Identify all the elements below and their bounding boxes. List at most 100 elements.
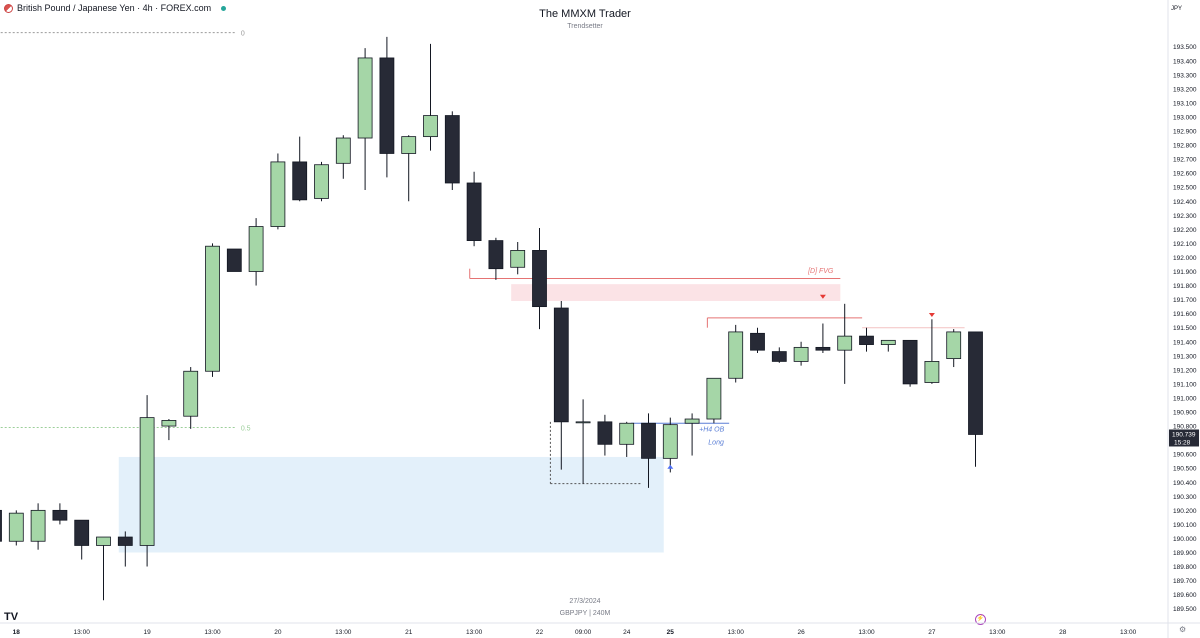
candle[interactable] — [466, 182, 482, 241]
candle[interactable] — [270, 161, 286, 227]
time-tick-label: 26 — [797, 629, 805, 636]
price-tick-label: 190.800 — [1173, 424, 1197, 431]
candle[interactable] — [793, 346, 809, 362]
symbol-header[interactable]: British Pound / Japanese Yen · 4h · FORE… — [4, 3, 227, 13]
candle[interactable] — [8, 512, 24, 542]
time-tick-label: 13:00 — [204, 629, 221, 636]
candle[interactable] — [771, 351, 787, 362]
price-tick-label: 190.300 — [1173, 494, 1197, 501]
candle[interactable] — [815, 346, 831, 351]
price-tick-label: 190.000 — [1173, 536, 1197, 543]
price-tick-label: 189.900 — [1173, 550, 1197, 557]
price-tick-label: 192.200 — [1173, 227, 1197, 234]
time-tick-label: 13:00 — [989, 629, 1006, 636]
demand-zone — [118, 456, 664, 553]
price-tick-label: 191.500 — [1173, 325, 1197, 332]
price-tick-label: 193.200 — [1173, 86, 1197, 93]
price-tick-label: 193.300 — [1173, 72, 1197, 79]
time-tick-label: 13:00 — [1120, 629, 1137, 636]
live-dot-icon — [221, 5, 227, 11]
candle[interactable] — [292, 161, 308, 201]
time-tick-label: 13:00 — [728, 629, 745, 636]
price-tick-label: 192.800 — [1173, 143, 1197, 150]
candle[interactable] — [488, 240, 504, 270]
alert-icon[interactable]: ⚡ — [975, 614, 986, 625]
price-tick-label: 192.600 — [1173, 171, 1197, 178]
candle[interactable] — [684, 418, 700, 424]
tradingview-logo[interactable]: TV — [4, 611, 19, 623]
last-price-countdown: 15:28 — [1174, 439, 1191, 446]
candle[interactable] — [314, 164, 329, 199]
candle[interactable] — [139, 417, 155, 546]
time-tick-label: 20 — [274, 629, 282, 636]
candle[interactable] — [619, 422, 635, 445]
candle[interactable] — [444, 115, 460, 184]
long-label: Long — [708, 439, 724, 446]
time-tick-label: 13:00 — [858, 629, 875, 636]
symbol-title[interactable]: British Pound / Japanese Yen · 4h · FORE… — [17, 3, 212, 13]
price-tick-label: 191.600 — [1173, 311, 1197, 318]
time-tick-label: 09:00 — [575, 629, 592, 636]
price-tick-label: 189.700 — [1173, 578, 1197, 585]
candle[interactable] — [423, 115, 438, 138]
gear-icon[interactable]: ⚙ — [1179, 625, 1187, 634]
price-tick-label: 191.800 — [1173, 283, 1197, 290]
time-tick-label: 24 — [623, 629, 631, 636]
candle[interactable] — [837, 335, 853, 351]
time-tick-label: 13:00 — [466, 629, 483, 636]
price-tick-label: 191.100 — [1173, 381, 1197, 388]
candle[interactable] — [161, 420, 177, 427]
candle[interactable] — [597, 421, 613, 445]
sell-marker-2 — [928, 313, 935, 318]
candle[interactable] — [96, 536, 111, 546]
fvg-label: [D] FVG — [807, 268, 834, 275]
candle[interactable] — [52, 509, 68, 521]
candle[interactable] — [968, 331, 983, 435]
candle[interactable] — [0, 509, 2, 542]
candle[interactable] — [30, 509, 46, 542]
candle[interactable] — [575, 421, 591, 424]
candle[interactable] — [946, 331, 962, 360]
candle[interactable] — [510, 250, 526, 268]
candle[interactable] — [335, 137, 351, 164]
candle[interactable] — [226, 248, 242, 272]
candle[interactable] — [379, 57, 395, 154]
price-tick-label: 190.500 — [1173, 466, 1197, 473]
candle[interactable] — [553, 307, 569, 423]
time-tick-label: 22 — [536, 629, 544, 636]
candle[interactable] — [662, 424, 678, 459]
candle[interactable] — [248, 226, 264, 272]
candle[interactable] — [902, 339, 918, 385]
candle[interactable] — [706, 377, 722, 420]
candle[interactable] — [924, 361, 940, 383]
price-tick-label: 193.100 — [1173, 100, 1197, 107]
candle[interactable] — [74, 519, 90, 546]
currency-label[interactable]: JPY — [1171, 6, 1183, 12]
price-tick-label: 193.500 — [1173, 44, 1197, 51]
candle[interactable] — [532, 250, 547, 308]
time-tick-label: 28 — [1059, 629, 1067, 636]
candle[interactable] — [750, 332, 765, 351]
price-tick-label: 190.600 — [1173, 452, 1197, 459]
price-tick-label: 191.000 — [1173, 395, 1197, 402]
candle[interactable] — [401, 136, 417, 154]
price-tick-label: 191.200 — [1173, 367, 1197, 374]
time-tick-label: 13:00 — [335, 629, 352, 636]
candle[interactable] — [357, 57, 373, 139]
price-tick-label: 191.400 — [1173, 339, 1197, 346]
price-tick-label: 190.400 — [1173, 480, 1197, 487]
candle[interactable] — [641, 422, 656, 459]
candle[interactable] — [183, 370, 199, 417]
candle[interactable] — [859, 335, 874, 345]
flag-icon — [4, 3, 13, 13]
time-tick-label: 25 — [667, 629, 675, 636]
ob-label: +H4 OB — [699, 427, 724, 434]
candle[interactable] — [117, 536, 133, 546]
candle[interactable] — [728, 331, 744, 379]
candle[interactable] — [205, 245, 220, 372]
candle[interactable] — [880, 339, 896, 345]
price-tick-label: 193.400 — [1173, 58, 1197, 65]
price-tick-label: 190.200 — [1173, 508, 1197, 515]
price-tick-label: 189.800 — [1173, 564, 1197, 571]
